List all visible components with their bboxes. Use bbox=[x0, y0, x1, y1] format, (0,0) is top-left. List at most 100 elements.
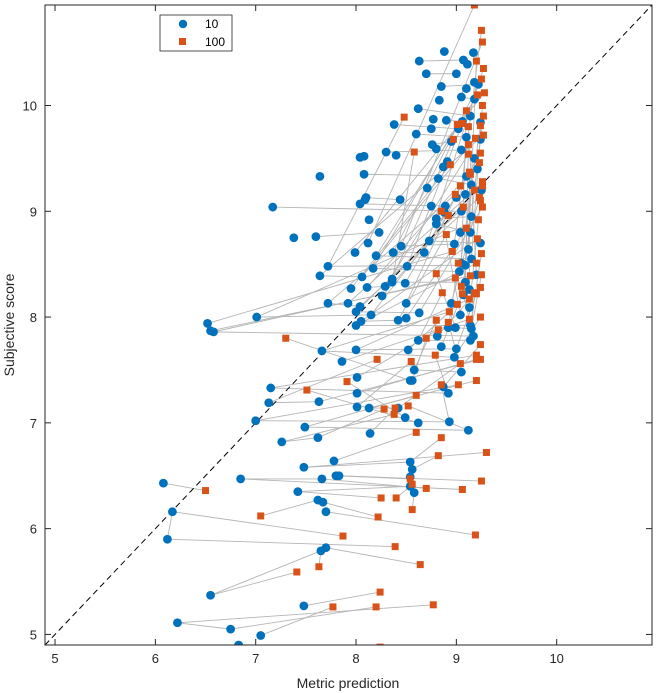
point-series-100 bbox=[465, 315, 473, 323]
point-series-100 bbox=[422, 334, 430, 342]
point-series-100 bbox=[456, 360, 464, 368]
point-series-100 bbox=[478, 203, 486, 211]
connector-line bbox=[210, 275, 471, 332]
x-tick-label: 7 bbox=[252, 651, 259, 666]
point-series-100 bbox=[476, 341, 484, 349]
point-series-100 bbox=[470, 289, 478, 297]
point-series-10 bbox=[206, 326, 215, 336]
plot-frame bbox=[44, 4, 653, 646]
y-tick-label: 5 bbox=[30, 627, 37, 642]
point-series-100 bbox=[458, 119, 466, 127]
x-axis-ticks: 5 6 7 8 9 10 bbox=[51, 5, 564, 666]
point-series-100 bbox=[464, 141, 472, 149]
point-series-100 bbox=[473, 235, 481, 243]
point-series-10 bbox=[293, 487, 303, 497]
connector-line bbox=[458, 125, 481, 272]
point-series-100 bbox=[462, 107, 470, 115]
point-series-100 bbox=[412, 428, 420, 436]
point-series-100 bbox=[480, 89, 488, 97]
connector-line bbox=[419, 59, 464, 62]
point-series-100 bbox=[329, 603, 337, 611]
point-series-10 bbox=[300, 422, 310, 432]
legend-marker-100 bbox=[179, 38, 186, 45]
connector-line bbox=[366, 197, 401, 201]
point-series-100 bbox=[451, 190, 459, 198]
point-series-100 bbox=[408, 506, 416, 514]
point-series-10 bbox=[439, 47, 449, 56]
point-series-100 bbox=[457, 282, 465, 290]
connector-line bbox=[256, 314, 372, 318]
point-series-10 bbox=[436, 82, 446, 91]
point-series-10 bbox=[268, 202, 278, 212]
point-series-10 bbox=[421, 69, 431, 79]
point-series-10 bbox=[407, 464, 417, 474]
point-series-100 bbox=[479, 64, 487, 72]
point-series-10 bbox=[206, 590, 215, 600]
point-series-10 bbox=[317, 346, 327, 356]
point-series-100 bbox=[459, 203, 467, 211]
point-series-10 bbox=[311, 232, 321, 242]
connector-line bbox=[325, 511, 476, 536]
connector-line bbox=[414, 369, 462, 373]
point-series-100 bbox=[472, 351, 480, 359]
x-tick-label: 8 bbox=[352, 651, 359, 666]
point-series-10 bbox=[251, 416, 261, 426]
point-series-10 bbox=[364, 215, 374, 225]
connector-line bbox=[335, 475, 411, 480]
point-series-10 bbox=[377, 291, 387, 301]
identity-line bbox=[45, 5, 652, 645]
connector-line bbox=[303, 461, 411, 468]
connector-line bbox=[333, 431, 417, 462]
point-series-100 bbox=[432, 316, 440, 324]
point-series-100 bbox=[406, 475, 414, 483]
point-series-10 bbox=[413, 418, 423, 428]
connector-line bbox=[373, 267, 460, 273]
point-series-100 bbox=[377, 494, 385, 502]
connector-line bbox=[303, 591, 381, 607]
point-series-10 bbox=[443, 388, 453, 398]
connector-line bbox=[319, 134, 484, 277]
connector-line bbox=[213, 331, 474, 337]
point-series-10 bbox=[401, 313, 411, 323]
connector-line bbox=[327, 264, 466, 267]
point-series-10 bbox=[449, 239, 459, 249]
point-series-10 bbox=[323, 261, 333, 271]
connector-line bbox=[167, 538, 396, 548]
point-series-10 bbox=[462, 59, 472, 69]
point-series-10 bbox=[414, 56, 424, 66]
point-series-10 bbox=[371, 251, 381, 261]
point-series-100 bbox=[462, 224, 470, 232]
connector-line bbox=[400, 41, 483, 247]
connector-line bbox=[413, 320, 437, 371]
point-series-10 bbox=[173, 618, 182, 628]
point-series-10 bbox=[464, 303, 474, 312]
point-series-10 bbox=[473, 164, 482, 174]
point-series-100 bbox=[303, 386, 311, 394]
point-series-100 bbox=[293, 568, 301, 576]
point-series-10 bbox=[363, 238, 373, 248]
point-series-100 bbox=[454, 381, 462, 389]
connector-line bbox=[260, 499, 319, 517]
y-tick-label: 7 bbox=[30, 416, 37, 431]
connector-line bbox=[394, 124, 459, 130]
point-series-100 bbox=[478, 38, 486, 46]
legend-marker-10 bbox=[178, 19, 188, 29]
point-series-10 bbox=[313, 433, 323, 443]
connector-line bbox=[210, 571, 297, 596]
point-series-100 bbox=[412, 391, 420, 399]
point-series-100 bbox=[390, 410, 398, 418]
point-series-10 bbox=[323, 298, 333, 308]
point-series-10 bbox=[252, 312, 262, 322]
point-series-100 bbox=[434, 326, 442, 334]
point-series-100 bbox=[466, 272, 474, 280]
connector-line bbox=[356, 358, 477, 394]
point-series-10 bbox=[343, 298, 353, 308]
y-axis-ticks: 5 6 7 8 9 10 bbox=[23, 98, 652, 642]
point-series-100 bbox=[482, 448, 490, 456]
point-series-100 bbox=[343, 378, 351, 386]
point-series-100 bbox=[444, 318, 452, 326]
point-series-10 bbox=[355, 302, 365, 311]
connector-line bbox=[163, 482, 206, 491]
point-series-100 bbox=[451, 274, 459, 282]
y-tick-label: 10 bbox=[23, 98, 37, 113]
